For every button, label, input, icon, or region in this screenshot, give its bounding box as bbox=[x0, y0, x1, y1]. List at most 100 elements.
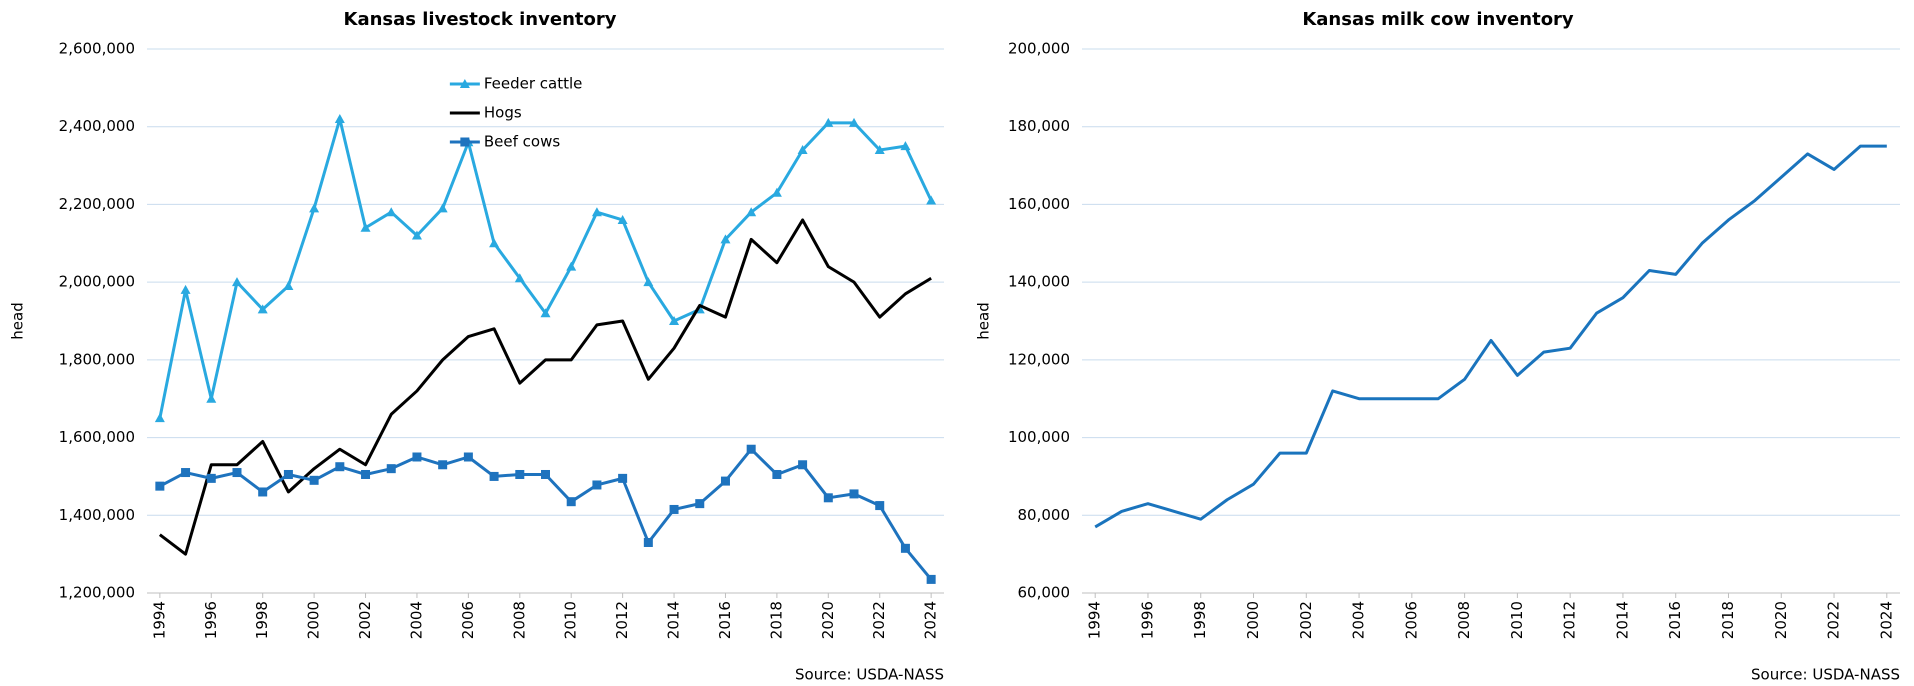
marker bbox=[720, 234, 731, 244]
x-tick-label: 2022 bbox=[870, 601, 888, 639]
marker bbox=[592, 480, 602, 490]
marker bbox=[746, 207, 757, 217]
marker bbox=[874, 145, 885, 155]
marker bbox=[798, 460, 808, 470]
legend-label: Hogs bbox=[484, 104, 522, 122]
marker bbox=[154, 413, 165, 423]
marker bbox=[926, 195, 937, 205]
x-tick-label: 2016 bbox=[1666, 601, 1684, 639]
y-tick-label: 2,400,000 bbox=[59, 117, 135, 135]
marker bbox=[232, 468, 242, 478]
marker bbox=[386, 464, 396, 474]
series-line bbox=[158, 117, 933, 419]
marker bbox=[283, 469, 293, 479]
marker bbox=[900, 141, 911, 151]
marker bbox=[849, 117, 860, 127]
marker bbox=[823, 117, 834, 127]
marker bbox=[309, 203, 320, 213]
marker bbox=[437, 203, 448, 213]
y-tick-label: 1,200,000 bbox=[59, 584, 135, 602]
marker bbox=[669, 316, 680, 325]
y-axis-label: head bbox=[9, 302, 27, 339]
x-tick-label: 2002 bbox=[1297, 601, 1315, 639]
marker bbox=[335, 462, 345, 472]
marker bbox=[617, 214, 628, 224]
marker bbox=[695, 499, 705, 509]
x-tick-label: 2016 bbox=[716, 601, 734, 639]
series-line bbox=[1094, 144, 1887, 529]
marker bbox=[438, 460, 448, 470]
x-tick-label: 2010 bbox=[1508, 601, 1526, 639]
chart-title: Kansas livestock inventory bbox=[344, 9, 617, 30]
marker bbox=[771, 187, 782, 197]
marker bbox=[460, 137, 470, 147]
x-tick-label: 2012 bbox=[1561, 601, 1579, 639]
marker bbox=[231, 277, 242, 287]
marker bbox=[489, 471, 499, 481]
marker bbox=[669, 504, 679, 514]
y-tick-label: 1,400,000 bbox=[59, 506, 135, 524]
marker bbox=[180, 284, 191, 294]
marker bbox=[540, 308, 551, 318]
chart-title: Kansas milk cow inventory bbox=[1302, 9, 1574, 30]
marker bbox=[541, 469, 550, 479]
y-tick-label: 2,600,000 bbox=[59, 40, 135, 58]
legend-label: Feeder cattle bbox=[484, 75, 583, 93]
marker bbox=[514, 273, 525, 283]
marker bbox=[720, 476, 730, 486]
x-tick-label: 2010 bbox=[562, 601, 580, 639]
x-tick-label: 1994 bbox=[1086, 601, 1104, 639]
y-tick-label: 80,000 bbox=[1018, 506, 1071, 524]
marker bbox=[309, 475, 319, 485]
marker bbox=[926, 574, 936, 584]
x-tick-label: 2014 bbox=[665, 601, 683, 639]
x-tick-label: 2020 bbox=[819, 601, 837, 639]
marker bbox=[181, 468, 191, 478]
x-tick-label: 1996 bbox=[1138, 601, 1156, 639]
marker bbox=[797, 145, 808, 155]
marker bbox=[360, 222, 371, 232]
marker bbox=[258, 487, 268, 497]
marker bbox=[386, 207, 397, 217]
x-tick-label: 2018 bbox=[1719, 601, 1737, 639]
x-tick-label: 2018 bbox=[767, 601, 785, 639]
marker bbox=[459, 79, 470, 88]
marker bbox=[206, 393, 217, 403]
source: Source: USDA-NASS bbox=[795, 666, 944, 684]
marker bbox=[566, 497, 576, 507]
x-tick-label: 2004 bbox=[407, 601, 425, 639]
y-tick-label: 1,600,000 bbox=[59, 428, 135, 446]
marker bbox=[849, 489, 859, 499]
marker bbox=[566, 261, 577, 271]
x-tick-label: 1998 bbox=[253, 601, 271, 639]
marker bbox=[283, 281, 294, 291]
series-line bbox=[158, 218, 932, 556]
y-tick-label: 2,200,000 bbox=[59, 195, 135, 213]
marker bbox=[463, 452, 473, 462]
y-axis-label: head bbox=[975, 302, 993, 339]
x-tick-label: 2020 bbox=[1772, 601, 1790, 639]
y-tick-label: 100,000 bbox=[1008, 428, 1070, 446]
x-tick-label: 2004 bbox=[1350, 601, 1368, 639]
y-tick-label: 200,000 bbox=[1008, 40, 1070, 58]
marker bbox=[515, 469, 525, 479]
x-tick-label: 2008 bbox=[510, 601, 528, 639]
marker bbox=[412, 452, 422, 462]
x-tick-label: 2012 bbox=[613, 601, 631, 639]
x-tick-label: 2000 bbox=[305, 601, 323, 639]
y-tick-label: 140,000 bbox=[1008, 273, 1070, 291]
x-tick-label: 2022 bbox=[1825, 601, 1843, 639]
x-tick-label: 2006 bbox=[1402, 601, 1420, 639]
marker bbox=[155, 481, 165, 491]
marker bbox=[746, 444, 756, 454]
marker bbox=[334, 113, 345, 123]
x-tick-label: 2006 bbox=[459, 601, 477, 639]
marker bbox=[618, 473, 628, 483]
y-tick-label: 160,000 bbox=[1008, 195, 1070, 213]
marker bbox=[489, 238, 500, 248]
marker bbox=[643, 537, 653, 547]
source: Source: USDA-NASS bbox=[1751, 666, 1900, 684]
marker bbox=[361, 469, 371, 479]
y-tick-label: 120,000 bbox=[1008, 350, 1070, 368]
